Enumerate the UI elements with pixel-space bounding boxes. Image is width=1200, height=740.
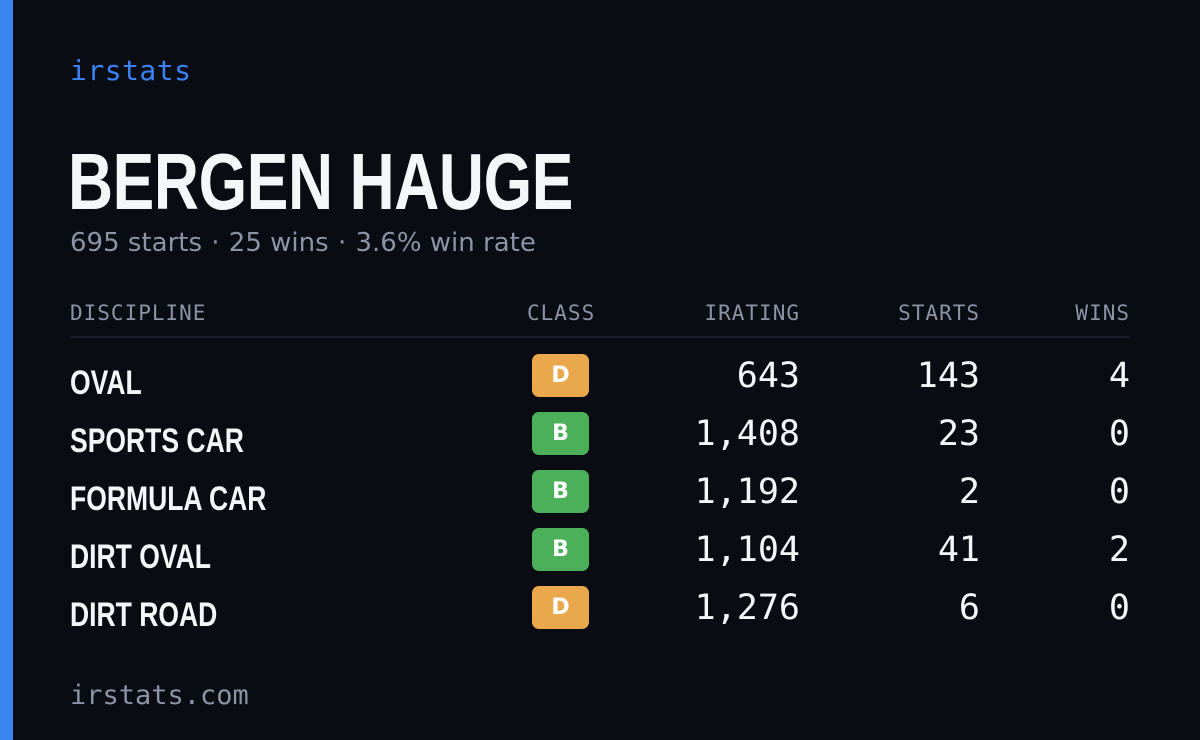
wins-value: 4 [1108, 356, 1130, 396]
class-badge: B [532, 470, 589, 513]
table-row: SPORTS CAR B 1,408 23 0 [70, 410, 1130, 468]
irating-value: 1,408 [694, 414, 800, 454]
table-row: DIRT OVAL B 1,104 41 2 [70, 526, 1130, 584]
starts-value: 6 [958, 588, 980, 628]
discipline-name: OVAL [70, 364, 142, 402]
header-starts: STARTS [898, 301, 980, 325]
accent-bar [0, 0, 13, 740]
brand-logo: irstats [70, 54, 192, 87]
starts-value: 23 [937, 414, 980, 454]
driver-name: BERGEN HAUGE [68, 137, 573, 226]
discipline-name: DIRT OVAL [70, 538, 211, 576]
starts-value: 2 [958, 472, 980, 512]
irating-value: 1,192 [694, 472, 800, 512]
wins-value: 0 [1108, 414, 1130, 454]
header-discipline: DISCIPLINE [70, 301, 207, 325]
summary-separator: · [337, 228, 347, 258]
header-class: CLASS [527, 301, 596, 325]
wins-value: 0 [1108, 472, 1130, 512]
discipline-name: DIRT ROAD [70, 596, 218, 634]
wins-value: 0 [1108, 588, 1130, 628]
wins-summary: 25 wins [228, 228, 329, 258]
winrate-summary: 3.6% win rate [355, 228, 536, 258]
discipline-name: FORMULA CAR [70, 480, 267, 518]
irating-value: 1,104 [694, 530, 800, 570]
table-row: OVAL D 643 143 4 [70, 352, 1130, 410]
wins-value: 2 [1108, 530, 1130, 570]
starts-value: 41 [937, 530, 980, 570]
irating-value: 1,276 [694, 588, 800, 628]
irating-value: 643 [736, 356, 800, 396]
table-row: DIRT ROAD D 1,276 6 0 [70, 584, 1130, 642]
header-wins: WINS [1075, 301, 1130, 325]
class-badge: D [532, 354, 589, 397]
table-body: OVAL D 643 143 4 SPORTS CAR B 1,408 23 0… [70, 352, 1130, 642]
discipline-name: SPORTS CAR [70, 422, 244, 460]
header-irating: IRATING [704, 301, 800, 325]
starts-value: 143 [916, 356, 980, 396]
table-header: DISCIPLINE CLASS IRATING STARTS WINS [70, 298, 1130, 338]
discipline-table: DISCIPLINE CLASS IRATING STARTS WINS OVA… [70, 298, 1130, 634]
summary-separator: · [211, 228, 220, 258]
class-badge: B [532, 528, 589, 571]
footer-url: irstats.com [70, 680, 249, 711]
driver-summary: 695 starts · 25 wins · 3.6% win rate [70, 228, 536, 258]
starts-summary: 695 starts [70, 228, 202, 258]
class-badge: D [532, 586, 589, 629]
table-row: FORMULA CAR B 1,192 2 0 [70, 468, 1130, 526]
class-badge: B [532, 412, 589, 455]
